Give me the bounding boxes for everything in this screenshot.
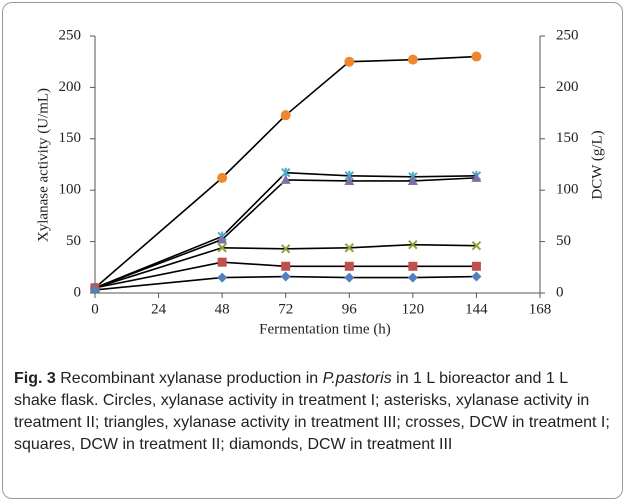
x-tick-label: 48 [215, 301, 230, 317]
marker [280, 110, 291, 121]
marker [407, 54, 418, 65]
marker [281, 244, 291, 254]
series-line [94, 275, 477, 291]
x-axis-label: Fermentation time (h) [259, 321, 391, 337]
marker [90, 284, 100, 295]
marker [217, 234, 228, 244]
marker [471, 172, 482, 182]
y-tick-label: 100 [59, 182, 82, 198]
marker [280, 174, 291, 184]
y2-tick-label: 150 [556, 130, 579, 146]
y-tick-label: 0 [74, 284, 82, 300]
figure-frame [2, 2, 623, 499]
x-tick-label: 168 [529, 301, 552, 317]
y2-axis-label: DCW (g/L) [589, 130, 605, 199]
y-tick-label: 200 [59, 79, 82, 95]
marker [471, 51, 482, 62]
chart: Fermentation time (h) Xylanase activity … [35, 27, 605, 337]
y2-tick-label: 50 [556, 233, 571, 249]
marker [471, 241, 482, 251]
y2-tick-label: 200 [556, 79, 579, 95]
x-tick-label: 96 [342, 301, 358, 317]
marker [344, 243, 354, 253]
y-tick-label: 150 [59, 130, 82, 146]
marker [217, 272, 228, 283]
marker [344, 261, 354, 271]
marker [471, 261, 481, 271]
series-line [94, 243, 477, 289]
x-tick-label: 120 [402, 301, 425, 317]
y-tick-label: 250 [59, 27, 82, 43]
caption-label: Fig. 3 [14, 370, 56, 387]
marker [281, 261, 291, 271]
x-tick-label: 24 [151, 301, 167, 317]
marker [344, 272, 355, 283]
series-line [94, 55, 477, 289]
marker [217, 257, 227, 267]
marker [407, 175, 418, 185]
caption: Fig. 3 Recombinant xylanase production i… [14, 368, 614, 456]
marker [471, 271, 482, 282]
series-line [94, 171, 477, 289]
y-tick-label: 50 [66, 233, 81, 249]
marker [408, 239, 418, 250]
marker [344, 175, 355, 185]
marker [217, 172, 228, 183]
caption-text: Recombinant xylanase production in [60, 370, 323, 387]
marker [408, 261, 418, 271]
caption-text: in 1 L bioreactor and 1 L shake flask. C… [14, 370, 610, 453]
series-line [94, 177, 477, 289]
y2-tick-label: 0 [556, 284, 564, 300]
series-line [94, 261, 477, 289]
marker [407, 272, 418, 283]
y2-tick-label: 100 [556, 182, 579, 198]
marker [344, 56, 355, 67]
x-tick-label: 144 [465, 301, 488, 317]
marker [217, 243, 227, 253]
y-axis-label: Xylanase activity (U/mL) [35, 88, 51, 242]
marker [280, 271, 291, 282]
x-tick-label: 72 [278, 301, 293, 317]
x-tick-label: 0 [91, 301, 99, 317]
y2-tick-label: 250 [556, 27, 579, 43]
caption-italic: P.pastoris [322, 370, 392, 387]
